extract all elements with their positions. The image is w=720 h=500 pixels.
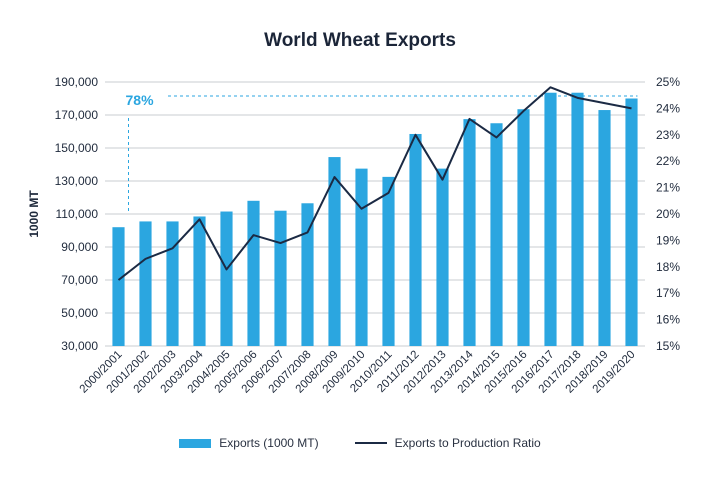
bar xyxy=(247,200,260,346)
y2-tick-label: 21% xyxy=(656,181,680,195)
legend-item-exports: Exports (1000 MT) xyxy=(179,436,319,450)
bar xyxy=(301,203,314,346)
legend-label-ratio: Exports to Production Ratio xyxy=(394,436,541,450)
y2-tick-label: 16% xyxy=(656,313,680,327)
legend-label-exports: Exports (1000 MT) xyxy=(219,436,319,450)
bar xyxy=(274,210,287,346)
y-tick-label: 50,000 xyxy=(61,306,98,320)
y2-tick-label: 23% xyxy=(656,128,680,142)
bar xyxy=(463,119,476,346)
bar xyxy=(382,176,395,346)
bar xyxy=(436,168,449,346)
bar xyxy=(625,98,638,346)
y-tick-label: 190,000 xyxy=(55,75,99,89)
bar xyxy=(544,92,557,346)
bar xyxy=(193,216,206,346)
chart-title: World Wheat Exports xyxy=(264,30,456,51)
y2-tick-label: 17% xyxy=(656,286,680,300)
bar xyxy=(571,92,584,346)
legend-item-ratio: Exports to Production Ratio xyxy=(354,436,541,450)
bar xyxy=(517,109,530,346)
y-tick-label: 130,000 xyxy=(55,174,99,188)
bar xyxy=(166,221,179,346)
y2-tick-label: 18% xyxy=(656,260,680,274)
bar xyxy=(409,133,422,346)
bar xyxy=(490,123,503,346)
y-tick-label: 90,000 xyxy=(61,240,98,254)
y2-tick-label: 19% xyxy=(656,233,680,247)
bar xyxy=(112,227,125,346)
y-tick-label: 150,000 xyxy=(55,141,99,155)
y2-tick-label: 24% xyxy=(656,101,680,115)
y-tick-label: 170,000 xyxy=(55,108,99,122)
legend: Exports (1000 MT) Exports to Production … xyxy=(0,436,720,450)
y-tick-label: 30,000 xyxy=(61,339,98,353)
y2-tick-label: 20% xyxy=(656,207,680,221)
y-axis-label: 1000 MT xyxy=(27,190,41,238)
annotation-label: 78% xyxy=(126,92,155,108)
y2-tick-label: 22% xyxy=(656,154,680,168)
legend-swatch-ratio xyxy=(354,442,387,444)
y2-tick-label: 15% xyxy=(656,339,680,353)
bar xyxy=(355,168,368,346)
y-tick-label: 70,000 xyxy=(61,273,98,287)
bar xyxy=(139,221,152,346)
y2-tick-label: 25% xyxy=(656,75,680,89)
bar xyxy=(598,110,611,346)
ratio-line xyxy=(117,86,632,281)
bar xyxy=(220,211,233,346)
y-tick-label: 110,000 xyxy=(56,207,99,221)
legend-swatch-exports xyxy=(179,438,212,448)
bar xyxy=(328,157,341,346)
